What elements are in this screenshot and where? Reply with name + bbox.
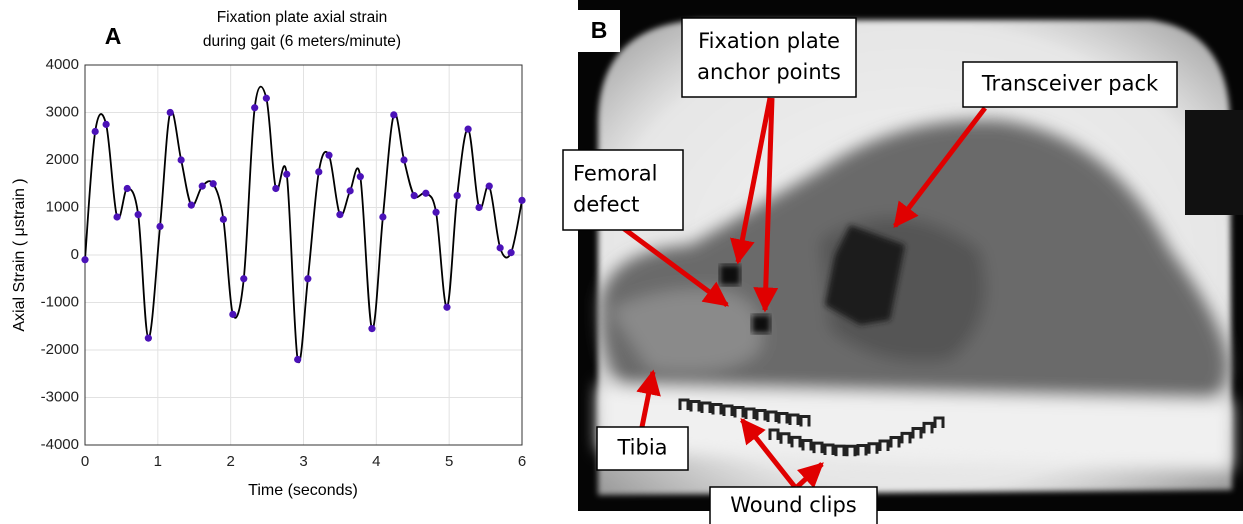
data-point bbox=[475, 204, 482, 211]
data-point bbox=[251, 104, 258, 111]
callout-text: anchor points bbox=[697, 60, 841, 84]
x-tick-label: 3 bbox=[299, 453, 307, 470]
data-point bbox=[156, 223, 163, 230]
data-point bbox=[486, 183, 493, 190]
data-point bbox=[240, 275, 247, 282]
chart: A Fixation plate axial strain during gai… bbox=[0, 0, 560, 524]
callout-text: Fixation plate bbox=[698, 29, 840, 53]
x-tick-label: 0 bbox=[81, 453, 89, 470]
data-point bbox=[188, 202, 195, 209]
x-tick-label: 4 bbox=[372, 453, 380, 470]
data-point bbox=[422, 190, 429, 197]
y-axis-label: Axial Strain ( μstrain ) bbox=[11, 178, 28, 331]
data-point bbox=[167, 109, 174, 116]
data-point bbox=[497, 244, 504, 251]
x-tick-label: 5 bbox=[445, 453, 453, 470]
data-point bbox=[178, 156, 185, 163]
data-point bbox=[368, 325, 375, 332]
data-point bbox=[315, 168, 322, 175]
data-point bbox=[390, 111, 397, 118]
callout-text: Transceiver pack bbox=[981, 72, 1159, 96]
data-point bbox=[379, 213, 386, 220]
callout-text: defect bbox=[573, 193, 639, 217]
data-point bbox=[325, 152, 332, 159]
y-tick-label: 2000 bbox=[46, 151, 79, 168]
panel-label: A bbox=[105, 23, 122, 49]
y-tick-label: -3000 bbox=[41, 388, 79, 405]
data-point bbox=[124, 185, 131, 192]
data-point bbox=[113, 213, 120, 220]
panel-label: B bbox=[591, 17, 608, 43]
data-point bbox=[294, 356, 301, 363]
chart-title: during gait (6 meters/minute) bbox=[203, 33, 401, 50]
data-point bbox=[347, 187, 354, 194]
data-point bbox=[304, 275, 311, 282]
x-tick-label: 1 bbox=[154, 453, 162, 470]
data-point bbox=[465, 126, 472, 133]
data-point bbox=[81, 256, 88, 263]
data-point bbox=[443, 304, 450, 311]
data-point bbox=[135, 211, 142, 218]
data-point bbox=[210, 180, 217, 187]
data-point bbox=[357, 173, 364, 180]
data-point bbox=[103, 121, 110, 128]
xray-object bbox=[1185, 110, 1243, 215]
data-point bbox=[263, 95, 270, 102]
figure: A Fixation plate axial strain during gai… bbox=[0, 0, 1243, 524]
x-tick-label: 2 bbox=[226, 453, 234, 470]
y-tick-label: 4000 bbox=[46, 56, 79, 73]
callout-text: Femoral bbox=[573, 162, 658, 186]
data-point bbox=[454, 192, 461, 199]
data-point bbox=[199, 183, 206, 190]
data-point bbox=[400, 156, 407, 163]
data-point bbox=[229, 311, 236, 318]
x-axis-label: Time (seconds) bbox=[248, 482, 358, 499]
data-point bbox=[272, 185, 279, 192]
data-point bbox=[432, 209, 439, 216]
data-point bbox=[145, 335, 152, 342]
data-point bbox=[220, 216, 227, 223]
data-point bbox=[336, 211, 343, 218]
data-point bbox=[411, 192, 418, 199]
xray-panel: B Fixation plate anchor points Transceiver… bbox=[560, 0, 1243, 524]
y-tick-label: -2000 bbox=[41, 341, 79, 358]
x-tick-label: 6 bbox=[518, 453, 526, 470]
y-tick-label: 0 bbox=[71, 246, 79, 263]
callout-text: Wound clips bbox=[730, 493, 857, 517]
data-point bbox=[507, 249, 514, 256]
data-point bbox=[283, 171, 290, 178]
y-tick-label: -1000 bbox=[41, 293, 79, 310]
y-tick-label: 3000 bbox=[46, 103, 79, 120]
callout-text: Tibia bbox=[616, 436, 667, 460]
y-tick-label: -4000 bbox=[41, 436, 79, 453]
data-point bbox=[518, 197, 525, 204]
y-tick-label: 1000 bbox=[46, 198, 79, 215]
chart-title: Fixation plate axial strain bbox=[217, 9, 388, 26]
data-point bbox=[92, 128, 99, 135]
